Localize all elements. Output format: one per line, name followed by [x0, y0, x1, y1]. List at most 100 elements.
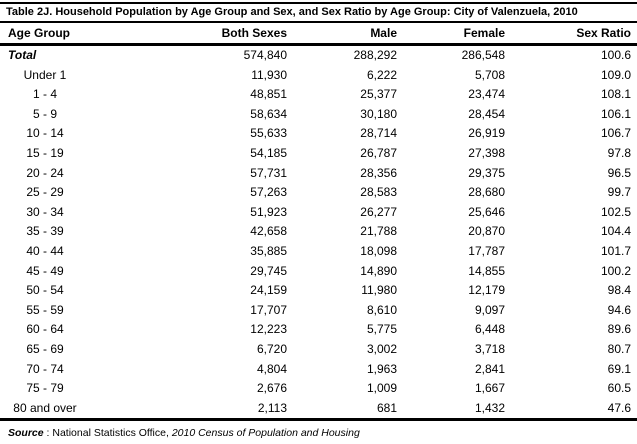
table-row: 70 - 74 4,804 1,963 2,841 69.1: [0, 360, 637, 380]
table-row: 20 - 24 57,731 28,356 29,375 96.5: [0, 164, 637, 184]
table-title: Table 2J. Household Population by Age Gr…: [6, 6, 578, 18]
total-male-cell: 288,292: [353, 48, 397, 62]
female-cell: 27,398: [468, 145, 505, 160]
col-header-both-sexes: Both Sexes: [90, 22, 290, 46]
both-sexes-cell: 57,263: [250, 185, 287, 200]
table-row: 25 - 29 57,263 28,583 28,680 99.7: [0, 183, 637, 203]
table-row: 60 - 64 12,223 5,775 6,448 89.6: [0, 320, 637, 340]
both-sexes-cell: 48,851: [250, 87, 287, 102]
male-cell: 1,009: [366, 381, 397, 396]
both-sexes-cell: 24,159: [250, 283, 287, 298]
age-group-cell: 55 - 59: [26, 302, 64, 317]
female-cell: 2,841: [474, 361, 505, 376]
both-sexes-cell: 58,634: [250, 106, 287, 121]
sex-ratio-cell: 101.7: [600, 243, 631, 258]
age-group-cell: 50 - 54: [26, 283, 64, 298]
both-sexes-cell: 51,923: [250, 204, 287, 219]
sex-ratio-cell: 106.1: [600, 106, 631, 121]
male-cell: 8,610: [366, 302, 397, 317]
table-row: Under 1 11,930 6,222 5,708 109.0: [0, 66, 637, 86]
age-group-cell: 25 - 29: [26, 185, 64, 200]
both-sexes-cell: 54,185: [250, 145, 287, 160]
female-cell: 1,667: [474, 381, 505, 396]
male-cell: 25,377: [360, 87, 397, 102]
age-group-cell: 30 - 34: [26, 204, 64, 219]
col-header-age-group: Age Group: [0, 22, 90, 46]
table-row: 10 - 14 55,633 28,714 26,919 106.7: [0, 124, 637, 144]
table-row: 35 - 39 42,658 21,788 20,870 104.4: [0, 222, 637, 242]
table-row: 80 and over 2,113 681 1,432 47.6: [0, 399, 637, 420]
both-sexes-cell: 2,113: [257, 400, 287, 415]
female-cell: 14,855: [468, 263, 505, 278]
age-group-cell: 20 - 24: [26, 165, 64, 180]
sex-ratio-cell: 80.7: [607, 341, 631, 356]
male-cell: 6,222: [366, 67, 397, 82]
both-sexes-cell: 57,731: [250, 165, 287, 180]
source-text: National Statistics Office,: [52, 427, 172, 440]
table-row: 75 - 79 2,676 1,009 1,667 60.5: [0, 379, 637, 399]
source-label: Source: [8, 427, 44, 440]
male-cell: 11,980: [361, 283, 397, 298]
sex-ratio-cell: 108.1: [600, 87, 631, 102]
top-rule: [0, 2, 637, 4]
sex-ratio-cell: 102.5: [600, 204, 631, 219]
both-sexes-cell: 42,658: [250, 224, 287, 239]
sex-ratio-cell: 60.5: [607, 381, 631, 396]
table-row: 45 - 49 29,745 14,890 14,855 100.2: [0, 262, 637, 282]
age-group-cell: 15 - 19: [26, 145, 64, 160]
table-row: 40 - 44 35,885 18,098 17,787 101.7: [0, 242, 637, 262]
male-cell: 14,890: [360, 263, 397, 278]
male-cell: 1,963: [366, 361, 397, 376]
sex-ratio-cell: 104.4: [600, 224, 631, 239]
age-group-cell: 5 - 9: [32, 106, 57, 121]
both-sexes-cell: 29,745: [250, 263, 287, 278]
sex-ratio-cell: 94.6: [607, 302, 631, 317]
female-cell: 12,179: [468, 283, 505, 298]
total-sex-ratio-cell: 100.6: [600, 48, 631, 62]
header-row: Age Group Both Sexes Male Female Sex Rat…: [0, 22, 637, 46]
both-sexes-cell: 35,885: [250, 243, 287, 258]
female-cell: 6,448: [474, 322, 505, 337]
female-cell: 1,432: [474, 400, 505, 415]
sex-ratio-cell: 98.4: [607, 283, 631, 298]
age-group-cell: 75 - 79: [26, 381, 64, 396]
male-cell: 28,356: [360, 165, 397, 180]
female-cell: 23,474: [468, 87, 505, 102]
age-group-cell: 70 - 74: [26, 361, 64, 376]
age-group-cell: 65 - 69: [26, 341, 64, 356]
male-cell: 21,788: [360, 224, 397, 239]
sex-ratio-cell: 89.6: [607, 322, 631, 337]
male-cell: 28,583: [360, 185, 397, 200]
col-header-male: Male: [290, 22, 400, 46]
source-separator: :: [43, 427, 53, 440]
total-row: Total 574,840 288,292 286,548 100.6: [0, 45, 637, 66]
col-header-female: Female: [400, 22, 508, 46]
female-cell: 9,097: [474, 302, 505, 317]
both-sexes-cell: 6,720: [256, 341, 287, 356]
female-cell: 5,708: [474, 67, 505, 82]
female-cell: 28,454: [468, 106, 505, 121]
both-sexes-cell: 55,633: [250, 126, 287, 141]
sex-ratio-cell: 96.5: [607, 165, 631, 180]
table-row: 15 - 19 54,185 26,787 27,398 97.8: [0, 144, 637, 164]
table-row: 65 - 69 6,720 3,002 3,718 80.7: [0, 340, 637, 360]
age-group-cell: 40 - 44: [26, 243, 64, 258]
sex-ratio-cell: 69.1: [607, 361, 631, 376]
female-cell: 3,718: [474, 341, 505, 356]
table-row: 55 - 59 17,707 8,610 9,097 94.6: [0, 301, 637, 321]
col-header-sex-ratio: Sex Ratio: [508, 22, 637, 46]
total-age-group-cell: Total: [8, 48, 37, 62]
table-row: 5 - 9 58,634 30,180 28,454 106.1: [0, 105, 637, 125]
female-cell: 17,787: [468, 243, 505, 258]
female-cell: 25,646: [468, 204, 505, 219]
sex-ratio-cell: 97.8: [607, 145, 631, 160]
sex-ratio-cell: 109.0: [600, 67, 631, 82]
female-cell: 26,919: [468, 126, 505, 141]
table-body: Total 574,840 288,292 286,548 100.6 Unde…: [0, 45, 637, 420]
sex-ratio-cell: 99.7: [607, 185, 631, 200]
age-group-cell: 45 - 49: [26, 263, 64, 278]
population-table: Age Group Both Sexes Male Female Sex Rat…: [0, 21, 637, 422]
table-row: 30 - 34 51,923 26,277 25,646 102.5: [0, 203, 637, 223]
female-cell: 28,680: [468, 185, 505, 200]
